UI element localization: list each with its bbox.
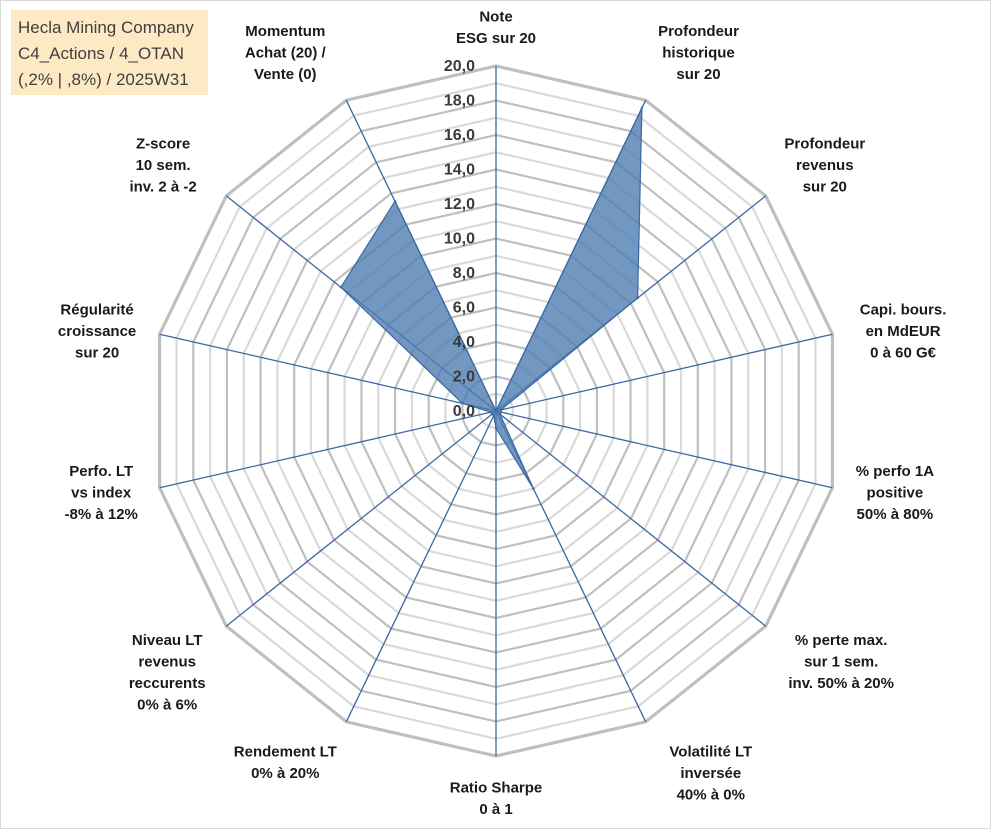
axis-label-line: inv. 50% à 20% <box>788 675 894 692</box>
axis-label-line: % perte max. <box>795 632 888 649</box>
series-point <box>499 411 503 414</box>
title-company: Hecla Mining Company <box>18 18 194 37</box>
label-layer: Note ESG sur 20 Profondeur historique sur 20… <box>58 9 947 819</box>
series-layer <box>339 106 644 490</box>
axis-label-group: Volatilité LT inversée 40% à 0% <box>669 744 752 804</box>
axis-label-line: Z-score <box>136 136 190 153</box>
axis-label-line: Capi. bours. <box>860 302 947 319</box>
axis-label-group: Capi. bours. en MdEUR 0 à 60 G€ <box>860 302 947 362</box>
axis-spoke <box>159 410 497 489</box>
axis-label-line: Volatilité LT <box>669 744 752 761</box>
series-point <box>498 413 502 416</box>
axis-label-line: sur 20 <box>803 179 847 196</box>
axis-label-line: croissance <box>58 323 136 340</box>
axis-label-line: ESG sur 20 <box>456 30 536 47</box>
axis-label-group: Profondeur revenus sur 20 <box>784 136 865 196</box>
axis-label-line: sur 1 sem. <box>804 654 878 671</box>
tick-label: 8,0 <box>453 265 475 282</box>
series-point <box>393 200 397 203</box>
axis-label-line: revenus <box>796 157 854 174</box>
chart-title-box: Hecla Mining Company C4_Actions / 4_OTAN… <box>11 10 208 95</box>
axis-label-line: inversée <box>680 765 741 782</box>
axis-label-group: % perte max. sur 1 sem. inv. 50% à 20% <box>788 632 894 692</box>
axis-spoke <box>495 333 833 412</box>
title-period: (,2% | ,8%) / 2025W31 <box>18 70 189 89</box>
axis-label-line: en MdEUR <box>866 323 941 340</box>
axis-label-line: revenus <box>138 654 196 671</box>
tick-label: 12,0 <box>444 196 475 213</box>
axis-spoke <box>159 333 497 412</box>
axis-label-line: reccurents <box>129 675 206 692</box>
series-point <box>499 408 503 411</box>
axis-label-line: 10 sem. <box>136 157 191 174</box>
axis-label-group: Ratio Sharpe 0 à 1 <box>450 780 543 819</box>
axis-label-line: % perfo 1A <box>856 463 935 480</box>
series-point <box>490 413 494 416</box>
axis-label-group: Rendement LT 0% à 20% <box>234 744 337 783</box>
axis-label-group: Perfo. LT vs index -8% à 12% <box>65 463 138 523</box>
axis-label-group: Momentum Achat (20) / Vente (0) <box>245 23 327 83</box>
axis-label-line: Profondeur <box>784 136 865 153</box>
axis-label-line: 0% à 6% <box>137 697 197 714</box>
axis-label-line: Ratio Sharpe <box>450 780 543 797</box>
axis-label-group: Régularité croissance sur 20 <box>58 302 136 362</box>
axis-label-line: 0 à 1 <box>479 801 512 818</box>
series-point <box>492 414 495 417</box>
axis-label-line: -8% à 12% <box>65 506 138 523</box>
axis-label-group: % perfo 1A positive 50% à 80% <box>856 463 935 523</box>
axis-label-line: inv. 2 à -2 <box>129 179 196 196</box>
axis-spoke <box>345 410 497 723</box>
axis-label-line: Perfo. LT <box>69 463 133 480</box>
axis-label-line: 40% à 0% <box>677 787 745 804</box>
tick-label: 2,0 <box>453 369 475 386</box>
axis-label-line: sur 20 <box>75 345 119 362</box>
axis-label-line: positive <box>867 485 924 502</box>
axis-label-group: Profondeur historique sur 20 <box>658 23 739 83</box>
axis-label-group: Z-score 10 sem. inv. 2 à -2 <box>129 136 196 196</box>
axis-label-line: Régularité <box>60 302 133 319</box>
axis-label-line: historique <box>662 44 735 61</box>
series-point <box>489 411 493 414</box>
title-category: C4_Actions / 4_OTAN <box>18 44 184 63</box>
tick-label: 16,0 <box>444 127 475 144</box>
axis-label-line: sur 20 <box>676 66 720 83</box>
series-point <box>339 286 343 289</box>
axis-label-line: 0% à 20% <box>251 765 319 782</box>
axis-label-line: Rendement LT <box>234 744 337 761</box>
tick-label: 18,0 <box>444 93 475 110</box>
axis-label-line: Vente (0) <box>254 66 317 83</box>
tick-label: 0,0 <box>453 403 475 420</box>
axis-label-group: Niveau LT revenus reccurents 0% à 6% <box>129 632 206 714</box>
series-point <box>636 296 639 300</box>
tick-label: 6,0 <box>453 300 475 317</box>
tick-label: 10,0 <box>444 231 475 248</box>
tick-layer: 0,0 2,0 4,0 6,0 8,0 10,0 12,0 14,0 16,0 18,0 20,0 <box>444 58 475 420</box>
axis-label-group: Note ESG sur 20 <box>456 9 536 48</box>
tick-label: 20,0 <box>444 58 475 75</box>
series-point <box>494 409 498 413</box>
axis-label-line: Note <box>479 9 512 26</box>
series-point <box>532 487 535 490</box>
axis-label-line: Niveau LT <box>132 632 203 649</box>
axis-spoke <box>495 410 833 489</box>
axis-label-line: 50% à 80% <box>857 506 934 523</box>
axis-spoke <box>495 410 767 627</box>
tick-label: 4,0 <box>453 334 475 351</box>
axis-label-line: vs index <box>71 485 132 502</box>
axis-label-line: 0 à 60 G€ <box>870 345 937 362</box>
axis-label-line: Momentum <box>245 23 325 40</box>
axis-label-line: Achat (20) / <box>245 44 327 61</box>
tick-label: 14,0 <box>444 162 475 179</box>
series-point <box>640 106 644 110</box>
series-point <box>461 402 464 405</box>
axis-spoke <box>225 410 497 627</box>
series-point <box>494 427 498 430</box>
axis-label-line: Profondeur <box>658 23 739 40</box>
